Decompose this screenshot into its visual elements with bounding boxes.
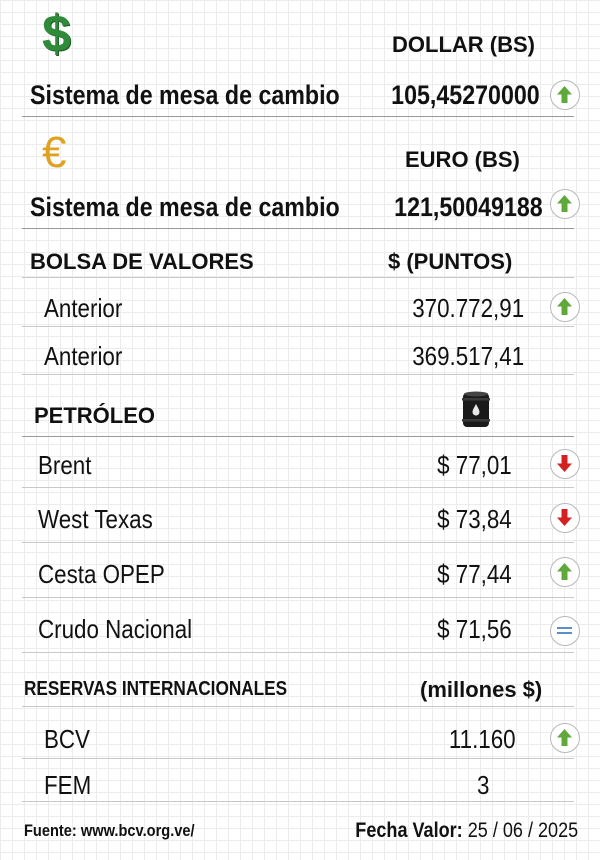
reservas-row-value-text: 11.160 xyxy=(449,724,516,754)
euro-symbol-icon: € xyxy=(42,128,67,177)
bolsa-unit: $ (PUNTOS) xyxy=(388,249,513,274)
footer-date: Fecha Valor: 25 / 06 / 2025 xyxy=(319,819,578,843)
reservas-row-value-text: 3 xyxy=(476,770,489,800)
petroleo-row-label: West Texas xyxy=(38,504,171,535)
bolsa-row-value-text: 370.772,91 xyxy=(412,293,524,323)
divider xyxy=(22,436,574,437)
divider xyxy=(22,277,574,278)
petroleo-row-value: $ 73,84 xyxy=(425,504,512,535)
reservas-row-value: 3 xyxy=(475,770,489,801)
footer-date-value: 25 / 06 / 2025 xyxy=(467,819,578,842)
petroleo-row-label: Cesta OPEP xyxy=(38,559,185,590)
reservas-unit: (millones $) xyxy=(420,677,543,702)
bolsa-row-label-text: Anterior xyxy=(44,293,123,323)
divider xyxy=(22,326,574,327)
petroleo-row-label: Crudo Nacional xyxy=(38,614,217,645)
west-texas-trend-down-icon xyxy=(550,503,580,533)
footer-date-inner: Fecha Valor: 25 / 06 / 2025 xyxy=(355,819,578,843)
petroleo-row-value: $ 77,01 xyxy=(425,450,512,481)
euro-trend-up-icon xyxy=(550,189,580,219)
dollar-header: DOLLAR (BS) xyxy=(392,32,535,57)
dollar-rate-label: Sistema de mesa de cambio xyxy=(30,80,390,111)
footer-source-text: Fuente: www.bcv.org.ve/ xyxy=(24,821,195,840)
euro-rate-value: 121,50049188 xyxy=(370,192,543,223)
petroleo-row-value-text: $ 73,84 xyxy=(437,504,512,534)
petroleo-row-value: $ 71,56 xyxy=(425,614,512,645)
euro-rate-label-text: Sistema de mesa de cambio xyxy=(30,192,340,222)
petroleo-row-label: Brent xyxy=(38,450,100,481)
footer-date-label: Fecha Valor: xyxy=(355,819,463,842)
petroleo-row-label-text: Cesta OPEP xyxy=(38,559,165,589)
bcv-trend-up-icon xyxy=(550,723,580,753)
reservas-row-value: 11.160 xyxy=(438,724,516,755)
brent-trend-down-icon xyxy=(550,449,580,479)
oil-barrel-icon xyxy=(461,390,491,430)
crudo-nacional-trend-equal-icon xyxy=(550,616,580,646)
bolsa-row-label: Anterior xyxy=(44,341,135,372)
euro-rate-value-text: 121,50049188 xyxy=(394,192,543,222)
reservas-title: RESERVAS INTERNACIONALES xyxy=(24,678,330,701)
cesta-opep-trend-up-icon xyxy=(550,557,580,587)
reservas-row-label: BCV xyxy=(44,724,97,755)
reservas-row-label: FEM xyxy=(44,770,99,801)
bolsa-trend-up-icon xyxy=(550,292,580,322)
petroleo-row-value-text: $ 71,56 xyxy=(437,614,512,644)
petroleo-row-label-text: Crudo Nacional xyxy=(38,614,193,644)
divider xyxy=(22,374,574,375)
divider xyxy=(22,116,574,117)
reservas-row-label-text: FEM xyxy=(44,770,92,800)
reservas-row-label-text: BCV xyxy=(44,724,90,754)
divider xyxy=(22,652,574,653)
bolsa-title: BOLSA DE VALORES xyxy=(30,249,254,274)
divider xyxy=(22,487,574,488)
bolsa-row-value: 369.517,41 xyxy=(394,341,524,372)
petroleo-row-label-text: Brent xyxy=(38,450,92,480)
divider xyxy=(22,542,574,543)
dollar-symbol-icon: $ xyxy=(42,5,71,63)
divider xyxy=(22,801,574,802)
euro-header: EURO (BS) xyxy=(405,147,520,172)
dollar-trend-up-icon xyxy=(550,80,580,110)
petroleo-title: PETRÓLEO xyxy=(34,403,156,428)
petroleo-row-value-text: $ 77,01 xyxy=(437,450,512,480)
divider xyxy=(22,758,574,759)
reservas-title-text: RESERVAS INTERNACIONALES xyxy=(24,678,288,700)
bolsa-row-label: Anterior xyxy=(44,293,135,324)
petroleo-row-label-text: West Texas xyxy=(38,504,153,534)
dollar-rate-value: 105,45270000 xyxy=(367,80,540,111)
bolsa-row-label-text: Anterior xyxy=(44,341,123,371)
petroleo-row-value: $ 77,44 xyxy=(425,559,512,590)
dollar-rate-value-text: 105,45270000 xyxy=(391,80,540,110)
petroleo-row-value-text: $ 77,44 xyxy=(437,559,512,589)
divider xyxy=(22,597,574,598)
divider xyxy=(22,706,574,707)
footer-source: Fuente: www.bcv.org.ve/ xyxy=(24,821,222,841)
bolsa-row-value-text: 369.517,41 xyxy=(412,341,524,371)
dollar-rate-label-text: Sistema de mesa de cambio xyxy=(30,80,340,110)
bolsa-row-value: 370.772,91 xyxy=(394,293,524,324)
divider xyxy=(22,228,574,229)
euro-rate-label: Sistema de mesa de cambio xyxy=(30,192,390,223)
